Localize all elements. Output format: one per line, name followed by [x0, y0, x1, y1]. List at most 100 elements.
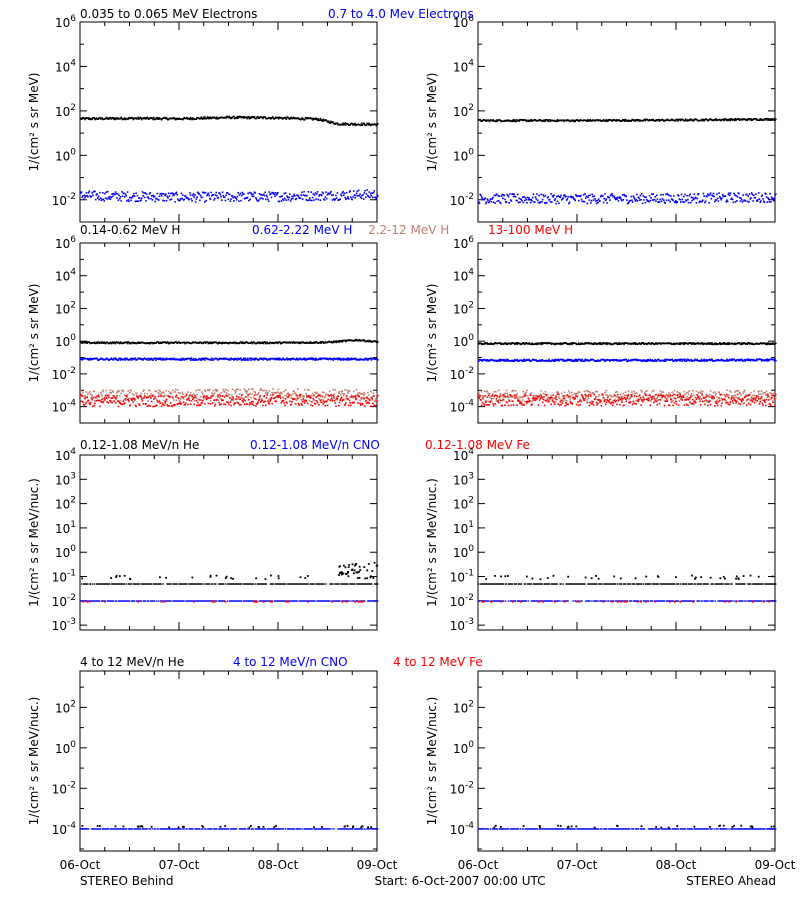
data-point [558, 397, 561, 399]
data-point [498, 195, 501, 197]
data-point [563, 397, 566, 400]
data-point [282, 396, 284, 399]
data-point [216, 194, 218, 197]
data-point [504, 392, 506, 395]
data-point [250, 396, 252, 399]
data-point [495, 119, 498, 121]
data-point [148, 193, 151, 195]
data-point [573, 198, 576, 201]
data-point [319, 199, 322, 202]
data-point [99, 358, 102, 360]
data-point [94, 400, 96, 402]
data-point [350, 396, 353, 398]
data-point [323, 396, 326, 399]
data-point [106, 397, 109, 400]
data-point [371, 397, 373, 400]
data-point [201, 118, 204, 120]
data-point [118, 197, 121, 200]
data-point [593, 342, 596, 344]
data-point [134, 404, 137, 407]
data-point [682, 342, 684, 345]
data-point [238, 200, 240, 202]
data-point [241, 341, 244, 343]
data-point [283, 390, 286, 393]
data-point [180, 192, 183, 195]
data-point [286, 195, 288, 197]
data-point [512, 195, 515, 198]
data-point [97, 195, 100, 198]
data-point [683, 360, 686, 362]
data-point [479, 119, 482, 121]
data-point [753, 390, 755, 392]
data-point [346, 357, 349, 360]
data-point [728, 394, 730, 396]
data-point [660, 397, 663, 399]
data-point [145, 118, 147, 120]
data-point [626, 120, 629, 123]
data-point [677, 391, 680, 394]
data-point [726, 119, 729, 122]
data-point [155, 397, 157, 400]
data-point [323, 401, 326, 404]
data-point [272, 192, 275, 194]
data-point [135, 200, 138, 203]
data-point [332, 389, 334, 391]
data-point [645, 390, 648, 392]
data-point [770, 398, 772, 400]
data-point [520, 402, 523, 405]
data-point [347, 404, 350, 407]
data-point [89, 391, 91, 393]
data-point [196, 393, 198, 396]
data-point [775, 397, 777, 399]
data-point [147, 400, 149, 402]
data-point [284, 389, 287, 391]
data-point [243, 193, 245, 195]
data-point [771, 343, 774, 345]
data-point [767, 117, 770, 120]
data-point [770, 119, 773, 121]
data-point [199, 359, 202, 361]
data-point [282, 199, 285, 202]
data-point [707, 394, 710, 397]
data-point [555, 120, 558, 122]
data-point [265, 358, 268, 360]
data-point [607, 395, 610, 397]
data-point [135, 192, 137, 195]
data-point [701, 200, 703, 203]
data-point [234, 342, 237, 345]
data-point [518, 400, 521, 403]
data-point [631, 391, 633, 393]
data-point [555, 195, 558, 198]
data-point [757, 192, 760, 194]
data-point [749, 359, 752, 362]
data-point [172, 358, 175, 361]
data-point [333, 198, 335, 200]
data-point [489, 359, 491, 362]
data-point [694, 358, 696, 361]
data-point [246, 390, 249, 392]
data-point [548, 198, 551, 201]
data-point [638, 197, 640, 199]
data-point [303, 358, 306, 361]
data-point [266, 394, 269, 396]
data-point [216, 357, 218, 360]
data-point [269, 358, 271, 361]
data-point [157, 118, 160, 121]
data-point [207, 402, 210, 405]
data-point [571, 343, 574, 345]
data-point [91, 398, 93, 401]
data-point [247, 394, 249, 396]
data-point [733, 192, 735, 195]
data-point [301, 198, 304, 201]
data-point [701, 343, 704, 346]
data-point [648, 119, 650, 122]
data-point [664, 202, 667, 205]
data-point [495, 194, 497, 197]
data-point [359, 404, 362, 406]
legend-3: 2.2-12 MeV H [368, 223, 449, 237]
data-point [549, 342, 552, 344]
data-point [130, 389, 132, 392]
data-point [367, 123, 370, 126]
data-point [361, 124, 364, 127]
